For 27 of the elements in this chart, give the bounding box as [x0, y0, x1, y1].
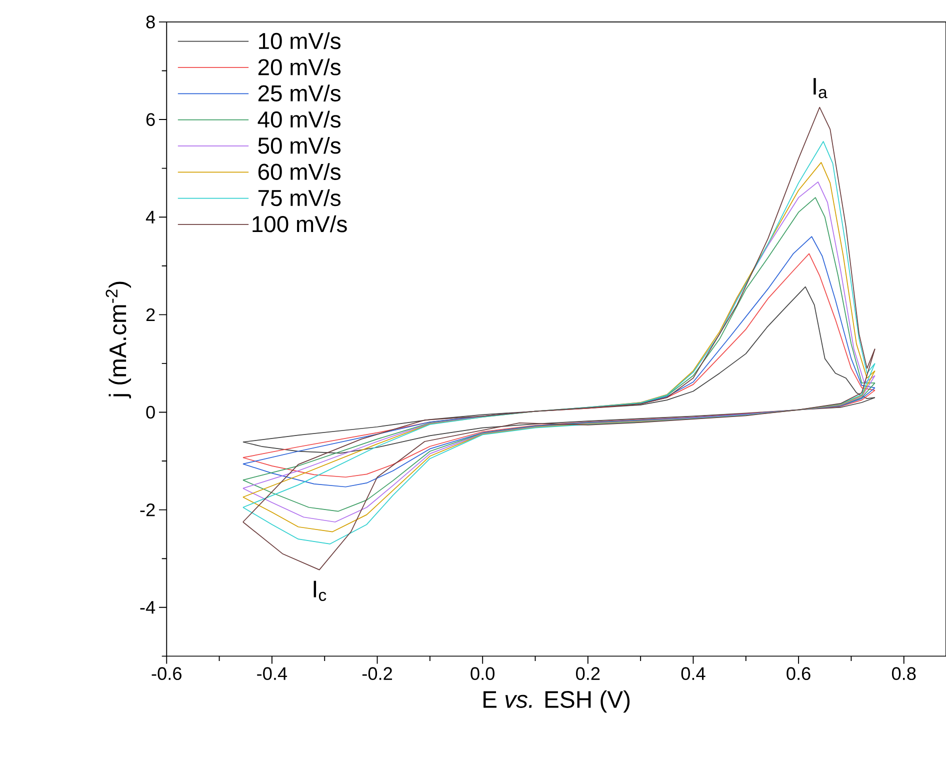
x-tick-label: -0.4 — [257, 666, 288, 680]
legend-label: 25 mV/s — [258, 84, 341, 102]
y-tick-label: -4 — [140, 600, 156, 614]
annotation: I$_{c}$ — [314, 580, 326, 601]
x-tick-label: 0.2 — [576, 666, 600, 680]
y-tick-label: 0 — [146, 406, 155, 418]
y-tick-label: 2 — [146, 308, 155, 321]
x-tick-label: 0.4 — [681, 666, 706, 680]
y-axis-title: j (mA.cm$^{-2}$) — [106, 282, 132, 398]
x-tick-label: -0.2 — [362, 666, 392, 680]
x-tick-label: -0.6 — [152, 666, 182, 680]
annotation: I$_{a}$ — [814, 78, 828, 98]
y-tick-label: 8 — [146, 15, 155, 28]
legend-label: 100 mV/s — [252, 215, 347, 232]
x-tick-label: 0.6 — [786, 666, 810, 680]
legend-label: 20 mV/s — [258, 58, 341, 76]
legend-label: 75 mV/s — [258, 189, 341, 206]
legend-label: 40 mV/s — [258, 110, 341, 128]
legend-label: 50 mV/s — [258, 136, 341, 154]
x-axis-title: E vs. ESH (V) — [484, 690, 630, 712]
x-tick-label: 0.8 — [892, 666, 916, 680]
y-tick-label: -2 — [140, 503, 155, 516]
y-tick-label: 6 — [146, 112, 155, 126]
legend-label: 10 mV/s — [259, 32, 341, 49]
x-tick-label: 0.0 — [470, 666, 494, 680]
y-tick-label: 4 — [146, 210, 156, 224]
legend-label: 60 mV/s — [258, 162, 341, 180]
